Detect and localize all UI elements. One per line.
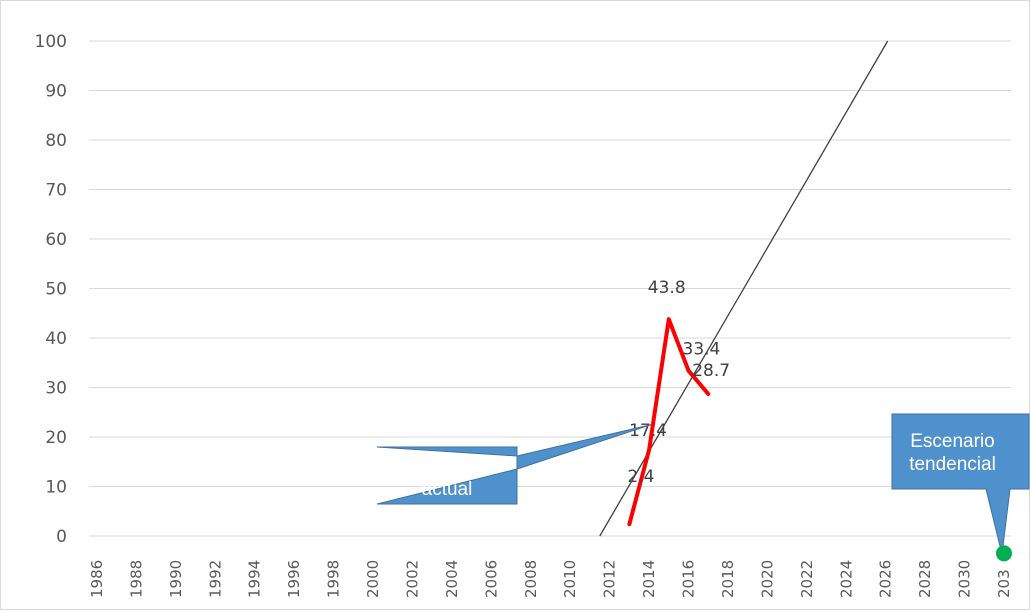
series-line-red xyxy=(627,317,711,527)
y-tick-label: 30 xyxy=(45,379,67,399)
x-tick-label: 2020 xyxy=(758,560,776,598)
y-tick-label: 80 xyxy=(45,131,67,151)
x-tick-label: 2022 xyxy=(798,560,816,598)
x-tick-label: 2026 xyxy=(877,560,895,598)
callout-text: Escenario xyxy=(405,456,490,477)
y-tick-label: 90 xyxy=(45,82,67,102)
x-tick-label: 1996 xyxy=(285,560,303,598)
x-tick-label: 2018 xyxy=(719,560,737,598)
y-tick-label: 100 xyxy=(35,32,67,52)
y-tick-label: 70 xyxy=(45,181,67,201)
data-label: 28.7 xyxy=(692,361,730,381)
callout-text: actual xyxy=(422,479,473,500)
data-label: 17.4 xyxy=(629,421,667,441)
callout-shape xyxy=(376,424,652,505)
x-tick-label: 1992 xyxy=(206,560,224,598)
x-tick-label: 2010 xyxy=(561,560,579,598)
callout-text: tendencial xyxy=(909,454,996,475)
callout-shape xyxy=(891,413,1030,555)
x-tick-label: 2006 xyxy=(482,560,500,598)
data-label: 43.8 xyxy=(648,278,686,298)
x-tick-label: 2030 xyxy=(956,560,974,598)
x-tick-label: 1988 xyxy=(127,560,145,598)
y-tick-label: 60 xyxy=(45,230,67,250)
y-tick-label: 10 xyxy=(45,478,67,498)
data-label: 2.4 xyxy=(627,467,654,487)
x-tick-label: 2016 xyxy=(680,560,698,598)
target-point-marker xyxy=(996,545,1012,562)
x-tick-label: 2012 xyxy=(601,560,619,598)
x-tick-label: 1998 xyxy=(325,560,343,598)
x-tick-label: 2014 xyxy=(640,560,658,598)
y-tick-label: 20 xyxy=(45,428,67,448)
x-tick-label: 1990 xyxy=(167,560,185,598)
data-label: 33.4 xyxy=(683,340,721,360)
x-tick-label: 1994 xyxy=(246,560,264,598)
x-tick-label: 203 xyxy=(995,569,1013,598)
callout-text: Escenario xyxy=(910,431,995,452)
y-tick-label: 40 xyxy=(45,329,67,349)
x-tick-label: 2002 xyxy=(403,560,421,598)
x-tick-label: 2008 xyxy=(522,560,540,598)
x-tick-label: 2004 xyxy=(443,560,461,598)
y-tick-label: 0 xyxy=(56,527,67,547)
x-tick-label: 2028 xyxy=(916,560,934,598)
x-tick-label: 2000 xyxy=(364,560,382,598)
x-tick-label: 2024 xyxy=(837,560,855,598)
x-tick-label: 1986 xyxy=(88,560,106,598)
y-tick-label: 50 xyxy=(45,280,67,300)
